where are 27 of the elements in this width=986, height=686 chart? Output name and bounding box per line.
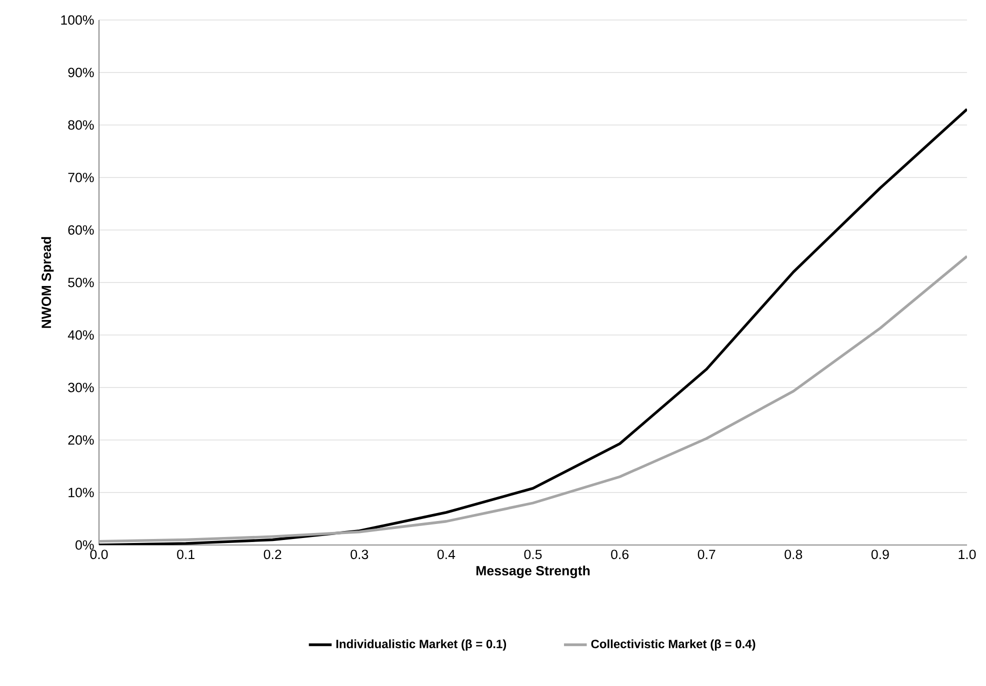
x-tick-label: 0.8 bbox=[784, 550, 802, 560]
x-tick-label: 0.5 bbox=[524, 550, 542, 560]
legend-label: Individualistic Market (β = 0.1) bbox=[336, 639, 506, 651]
x-tick-label: 0.1 bbox=[177, 550, 194, 560]
line-series bbox=[99, 254, 968, 543]
y-tick-label: 70% bbox=[68, 172, 94, 182]
x-tick-label: 1.0 bbox=[958, 550, 976, 560]
y-tick-label: 80% bbox=[68, 120, 94, 130]
y-tick-label: 10% bbox=[68, 488, 94, 498]
y-tick-label: 0% bbox=[76, 540, 94, 550]
x-tick-label: 0.6 bbox=[611, 550, 628, 560]
y-tick-label: 40% bbox=[68, 330, 94, 340]
y-tick-label: 50% bbox=[68, 278, 94, 288]
y-tick-label: 30% bbox=[68, 382, 94, 392]
y-tick-label: 90% bbox=[68, 68, 94, 78]
x-tick-label: 0.3 bbox=[350, 550, 368, 560]
x-tick-label: 0.9 bbox=[871, 550, 889, 560]
x-axis-title: Message Strength bbox=[476, 566, 590, 578]
x-tick-label: 0.0 bbox=[90, 550, 108, 560]
y-tick-label: 20% bbox=[68, 435, 94, 445]
y-tick-label: 100% bbox=[61, 15, 94, 25]
x-tick-label: 0.7 bbox=[698, 550, 716, 560]
legend-label: Collectivistic Market (β = 0.4) bbox=[591, 639, 756, 651]
y-tick-label: 60% bbox=[68, 225, 94, 235]
x-tick-label: 0.2 bbox=[264, 550, 282, 560]
x-tick-label: 0.4 bbox=[437, 550, 456, 560]
y-axis-title: NWOM Spread bbox=[41, 237, 54, 328]
